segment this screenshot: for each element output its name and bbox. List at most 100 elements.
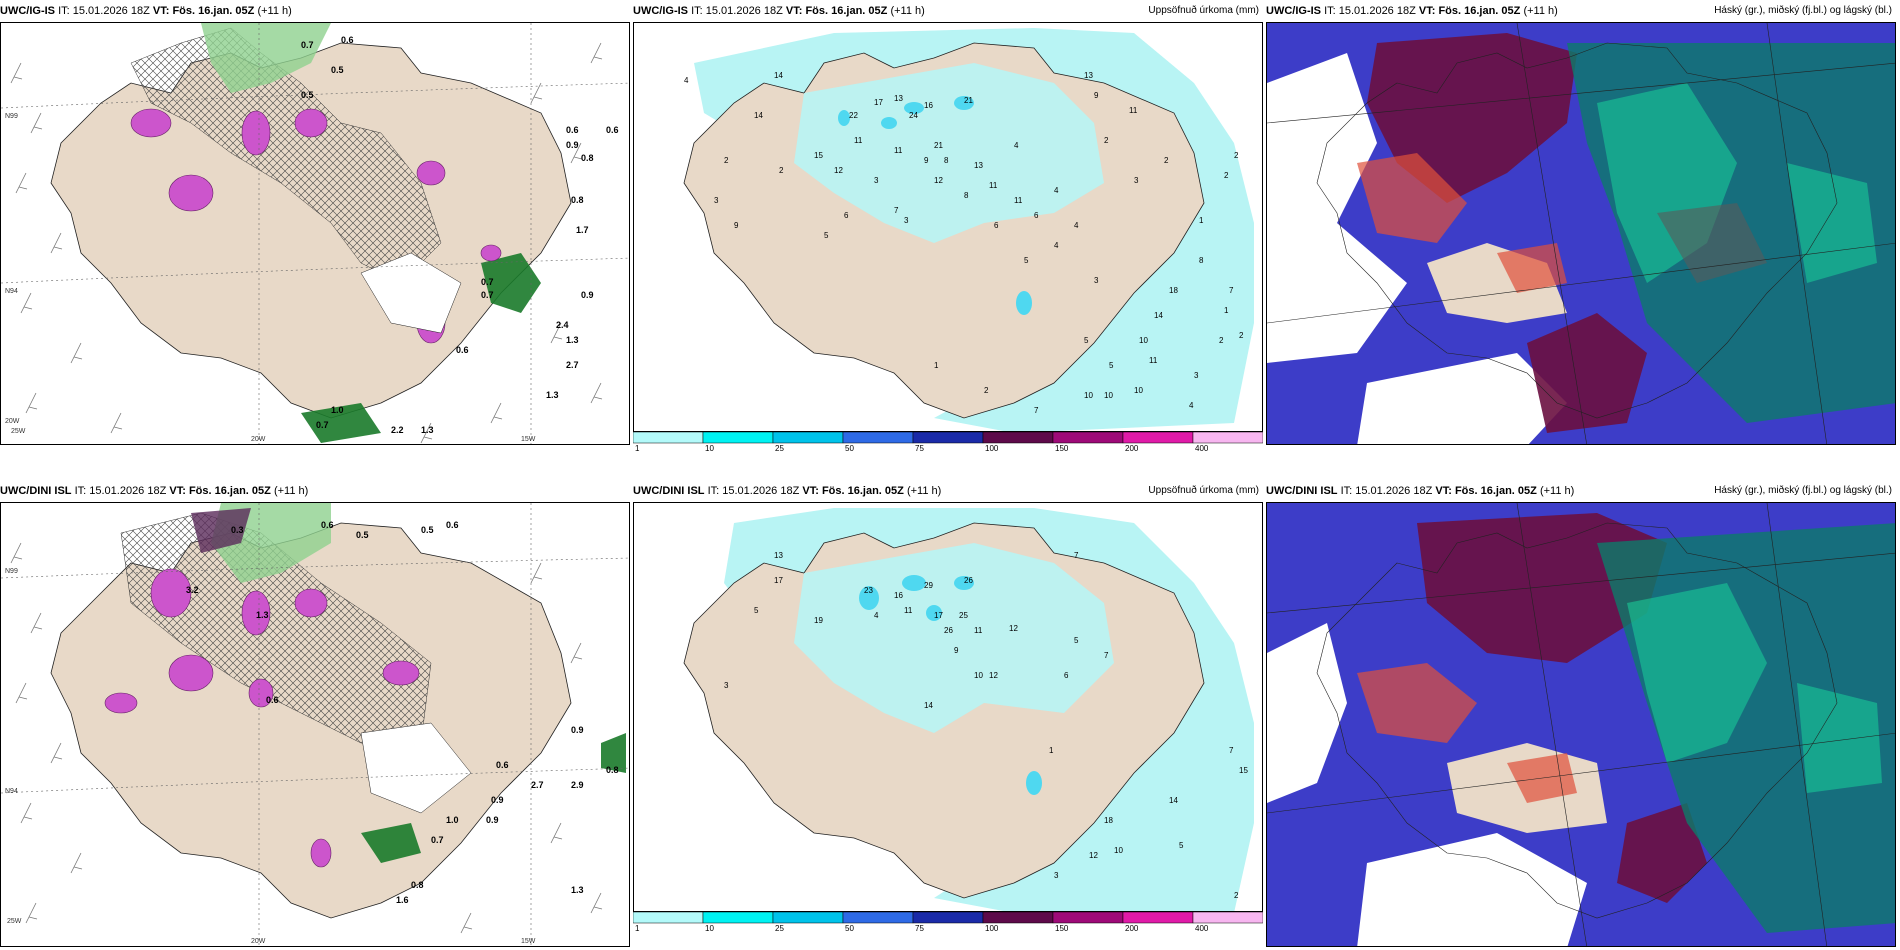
init-time: 15.01.2026 18Z bbox=[89, 485, 167, 497]
svg-text:7: 7 bbox=[1034, 406, 1039, 415]
svg-text:0.9: 0.9 bbox=[491, 795, 504, 805]
svg-text:21: 21 bbox=[934, 141, 943, 150]
value-label: 0.7 bbox=[481, 290, 494, 300]
value-label: 0.7 bbox=[316, 420, 329, 430]
panel-header: UWC/IG-IS IT: 15.01.2026 18Z VT: Fös. 16… bbox=[0, 0, 630, 22]
value-label: 2.7 bbox=[566, 360, 579, 370]
init-time: 15.01.2026 18Z bbox=[722, 485, 800, 497]
svg-text:18: 18 bbox=[1169, 286, 1178, 295]
lead-time: (+11 h) bbox=[1539, 485, 1575, 497]
init-time: 15.01.2026 18Z bbox=[72, 5, 150, 17]
svg-text:29: 29 bbox=[924, 581, 933, 590]
weather-map-precip: 13 17 23 16 29 26 11 19 17 26 25 11 12 9… bbox=[633, 502, 1263, 912]
value-label: 0.5 bbox=[301, 90, 314, 100]
svg-text:3: 3 bbox=[1094, 276, 1099, 285]
model-name: UWC/IG-IS bbox=[633, 5, 688, 17]
init-time: 15.01.2026 18Z bbox=[1355, 485, 1433, 497]
graticule bbox=[1, 23, 629, 444]
low-cloud-area bbox=[1597, 83, 1877, 283]
svg-text:11: 11 bbox=[989, 181, 998, 190]
value-label: 0.8 bbox=[571, 195, 584, 205]
svg-text:13: 13 bbox=[774, 551, 783, 560]
svg-text:6: 6 bbox=[1064, 671, 1069, 680]
clear-sky-area bbox=[1267, 53, 1567, 444]
svg-text:1.6: 1.6 bbox=[396, 895, 409, 905]
panel-header: UWC/IG-IS IT: 15.01.2026 18Z VT: Fös. 16… bbox=[633, 0, 1263, 22]
svg-text:5: 5 bbox=[1179, 841, 1184, 850]
svg-text:3: 3 bbox=[904, 216, 909, 225]
svg-text:12: 12 bbox=[834, 166, 843, 175]
value-label: 0.7 bbox=[481, 277, 494, 287]
lat-label: 20W bbox=[5, 418, 20, 425]
svg-text:9: 9 bbox=[734, 221, 739, 230]
panel-header: UWC/DINI ISL IT: 15.01.2026 18Z VT: Fös.… bbox=[0, 480, 630, 502]
svg-text:4: 4 bbox=[1054, 186, 1059, 195]
svg-text:7: 7 bbox=[894, 206, 899, 215]
value-label: 0.6 bbox=[341, 35, 354, 45]
svg-text:2.7: 2.7 bbox=[531, 780, 544, 790]
vt-label: VT: bbox=[1418, 5, 1436, 17]
model-name: UWC/DINI ISL bbox=[1266, 485, 1338, 497]
legend-swatch bbox=[772, 912, 844, 924]
svg-text:5: 5 bbox=[754, 606, 759, 615]
legend-label: 100 bbox=[985, 924, 999, 932]
svg-text:24: 24 bbox=[909, 111, 918, 120]
value-label: 0.9 bbox=[581, 290, 594, 300]
svg-text:10: 10 bbox=[1139, 336, 1148, 345]
svg-text:5: 5 bbox=[1084, 336, 1089, 345]
value-label: 0.7 bbox=[301, 40, 314, 50]
valid-time: Fös. 16.jan. 05Z bbox=[188, 485, 271, 497]
svg-text:1: 1 bbox=[1199, 216, 1204, 225]
value-label: 1.3 bbox=[421, 425, 434, 435]
svg-text:1.3: 1.3 bbox=[571, 885, 584, 895]
lat-label: N94 bbox=[5, 288, 18, 295]
legend-label: 25 bbox=[775, 444, 784, 452]
legend-swatch bbox=[702, 432, 774, 444]
svg-text:2: 2 bbox=[779, 166, 784, 175]
panel-header: UWC/IG-IS IT: 15.01.2026 18Z VT: Fös. 16… bbox=[1266, 0, 1896, 22]
legend-label: 25 bbox=[775, 924, 784, 932]
panel-header: UWC/DINI ISL IT: 15.01.2026 18Z VT: Fös.… bbox=[633, 480, 1263, 502]
svg-text:4: 4 bbox=[1014, 141, 1019, 150]
svg-text:0.9: 0.9 bbox=[486, 815, 499, 825]
svg-text:6: 6 bbox=[1034, 211, 1039, 220]
svg-text:19: 19 bbox=[814, 616, 823, 625]
svg-text:3: 3 bbox=[714, 196, 719, 205]
weather-map-precip: 4 14 14 2 22 17 13 24 21 16 11 15 12 3 1… bbox=[633, 22, 1263, 432]
legend-label: 200 bbox=[1125, 924, 1139, 932]
snow-value-labels: 0.7 0.6 0.5 0.5 0.6 0.9 0.8 0.6 0.8 1.7 … bbox=[301, 35, 619, 435]
svg-text:22: 22 bbox=[849, 111, 858, 120]
precip-over-land bbox=[794, 63, 1104, 243]
svg-text:5: 5 bbox=[1109, 361, 1114, 370]
value-label: 0.6 bbox=[606, 125, 619, 135]
lead-time: (+11 h) bbox=[906, 485, 942, 497]
svg-text:12: 12 bbox=[1089, 851, 1098, 860]
model-name: UWC/IG-IS bbox=[0, 5, 55, 17]
svg-text:14: 14 bbox=[1169, 796, 1178, 805]
lon-label: 25W bbox=[11, 428, 26, 435]
clear-area bbox=[360, 252, 462, 334]
weather-map-clouds bbox=[1266, 502, 1896, 947]
vt-label: VT: bbox=[152, 5, 170, 17]
value-label: 2.2 bbox=[391, 425, 404, 435]
svg-text:6: 6 bbox=[844, 211, 849, 220]
svg-text:16: 16 bbox=[924, 101, 933, 110]
lead-time: (+11 h) bbox=[273, 485, 309, 497]
svg-text:4: 4 bbox=[1189, 401, 1194, 410]
svg-text:0.5: 0.5 bbox=[421, 525, 434, 535]
snowfall-heavy bbox=[361, 733, 626, 863]
svg-text:18: 18 bbox=[1104, 816, 1113, 825]
svg-text:8: 8 bbox=[944, 156, 949, 165]
svg-text:11: 11 bbox=[894, 146, 903, 155]
panel-bottom-left: UWC/DINI ISL IT: 15.01.2026 18Z VT: Fös.… bbox=[0, 480, 630, 950]
svg-text:0.5: 0.5 bbox=[356, 530, 369, 540]
init-time: 15.01.2026 18Z bbox=[705, 5, 783, 17]
coastline bbox=[1267, 503, 1895, 946]
svg-text:11: 11 bbox=[1129, 106, 1138, 115]
svg-text:0.6: 0.6 bbox=[321, 520, 334, 530]
legend-swatch bbox=[982, 432, 1054, 444]
it-label: IT: bbox=[1324, 5, 1336, 17]
high-cloud-area bbox=[1367, 33, 1647, 433]
svg-text:3.2: 3.2 bbox=[186, 585, 199, 595]
svg-text:1: 1 bbox=[934, 361, 939, 370]
